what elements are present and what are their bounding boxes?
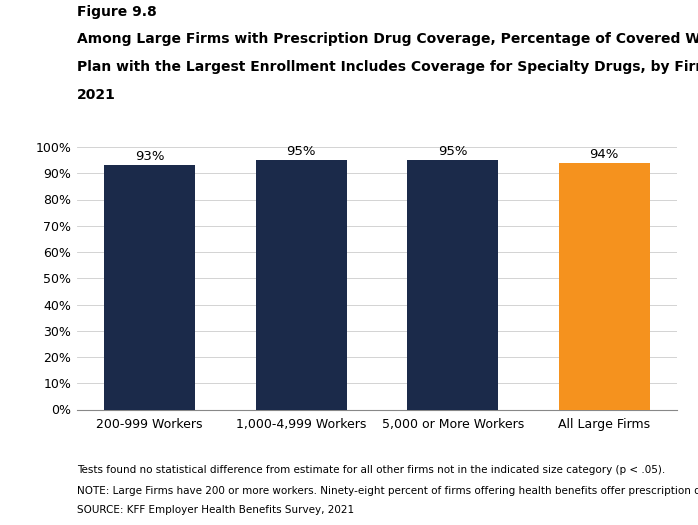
Text: Plan with the Largest Enrollment Includes Coverage for Specialty Drugs, by Firm : Plan with the Largest Enrollment Include… [77,60,698,75]
Text: Tests found no statistical difference from estimate for all other firms not in t: Tests found no statistical difference fr… [77,465,665,475]
Bar [407,160,498,410]
Bar [104,165,195,410]
Text: Figure 9.8: Figure 9.8 [77,5,156,19]
Text: Among Large Firms with Prescription Drug Coverage, Percentage of Covered Workers: Among Large Firms with Prescription Drug… [77,32,698,46]
Text: 95%: 95% [286,145,316,158]
Text: 2021: 2021 [77,88,116,102]
Text: SOURCE: KFF Employer Health Benefits Survey, 2021: SOURCE: KFF Employer Health Benefits Sur… [77,505,354,515]
Text: NOTE: Large Firms have 200 or more workers. Ninety-eight percent of firms offeri: NOTE: Large Firms have 200 or more worke… [77,486,698,496]
Text: 94%: 94% [590,148,619,161]
Bar [255,160,347,410]
Text: 95%: 95% [438,145,468,158]
Bar [559,163,650,410]
Text: 93%: 93% [135,150,164,163]
